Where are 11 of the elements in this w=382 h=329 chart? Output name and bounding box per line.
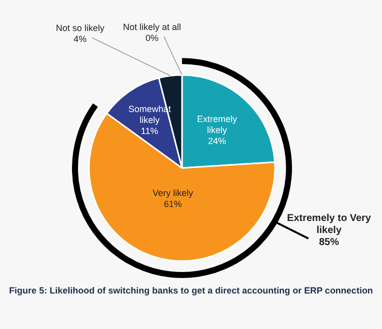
data-label: 61% (164, 199, 182, 210)
caption: Figure 5: Likelihood of switching banks to get a direct accounting or ERP connection (9, 285, 373, 296)
data-label: 24% (208, 136, 226, 146)
slice-label: Extremely likely (197, 114, 238, 136)
category-label: Not likely at all (122, 22, 182, 32)
slice-label: Not so likely (56, 23, 105, 34)
data-label: 4% (74, 34, 87, 44)
slice-label: Very likely (152, 188, 194, 198)
text: 0% (145, 33, 159, 44)
data-label: 11% (140, 126, 158, 136)
text: Extremely to Very likely 85% (287, 212, 372, 248)
